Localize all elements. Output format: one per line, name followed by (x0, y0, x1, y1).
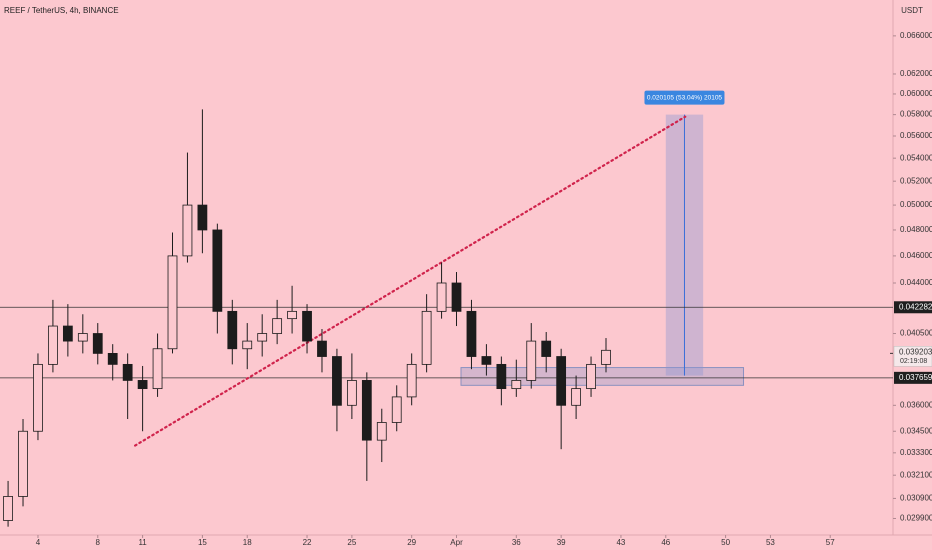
x-tick-label: 18 (243, 538, 252, 547)
candle-body (451, 282, 462, 312)
candle-body (3, 496, 13, 521)
candle-body (571, 388, 581, 406)
y-tick-label: 0.052000 (900, 176, 932, 185)
measure-label-box (644, 90, 725, 105)
candle-body (391, 396, 402, 423)
y-tick-label: 0.066000 (900, 31, 932, 40)
candle-body (122, 363, 133, 381)
x-tick-label: 25 (347, 538, 356, 547)
level-label: 0.037659 (899, 373, 932, 382)
candle-body (182, 204, 193, 257)
candle-body (167, 255, 178, 350)
level-label-box (894, 371, 932, 384)
y-tick-label: 0.034500 (900, 426, 932, 435)
y-tick-label: 0.048000 (900, 225, 932, 234)
candle-body (302, 310, 312, 342)
y-tick-label: 0.036000 (900, 400, 932, 409)
candle-body (376, 422, 387, 441)
y-tick-label: 0.050000 (900, 200, 932, 209)
candle-body (361, 380, 372, 441)
y-tick-label: 0.046000 (900, 251, 932, 260)
y-tick-label: 0.029900 (900, 514, 932, 523)
candle-body (92, 333, 103, 354)
x-tick-label: 39 (557, 538, 566, 547)
candle-body (601, 349, 611, 365)
candle-body (137, 380, 148, 390)
candle-body (346, 380, 357, 406)
x-tick-label: 50 (721, 538, 730, 547)
candle-body (526, 340, 537, 381)
candle-body (242, 340, 253, 350)
y-tick-label: 0.030900 (900, 494, 932, 503)
candle-body (33, 363, 43, 432)
x-tick-label: 8 (96, 538, 101, 547)
candle-body (436, 282, 447, 312)
candle-body (556, 356, 567, 406)
y-tick-label: 0.058000 (900, 110, 932, 119)
y-tick-label: 0.033300 (900, 448, 932, 457)
candle-body (511, 380, 522, 390)
level-label-box (894, 301, 932, 314)
candle-body (257, 333, 268, 342)
candle-body (18, 430, 28, 497)
countdown-label: 02:19:08 (900, 358, 927, 365)
x-tick-label: 46 (661, 538, 670, 547)
y-tick-label: 0.060000 (900, 89, 932, 98)
y-tick-label: 0.044000 (900, 278, 932, 287)
candle-body (481, 356, 492, 365)
y-tick-label: 0.032100 (900, 470, 932, 479)
last-price-box (893, 346, 932, 367)
y-tick-label: 0.040500 (900, 329, 932, 338)
measure-label: 0.020105 (53.04%) 20105 (647, 94, 723, 101)
candle-body (287, 310, 297, 320)
candle-body (152, 348, 163, 390)
candle-body (197, 204, 208, 231)
y-tick-label: 0.054000 (900, 153, 932, 162)
candle-body (466, 310, 477, 357)
candle-body (107, 353, 118, 365)
candle-body (586, 363, 596, 390)
candle-body (62, 325, 73, 342)
x-tick-label: 36 (512, 538, 521, 547)
x-tick-label: 11 (138, 538, 147, 547)
candle-body (48, 325, 58, 365)
last-price-label: 0.039203 (899, 347, 932, 356)
y-tick-label: 0.062000 (900, 69, 932, 78)
candle-body (496, 363, 507, 390)
x-tick-label: 43 (616, 538, 625, 547)
x-tick-label: 22 (303, 538, 312, 547)
y-axis-label: USDT (901, 6, 923, 15)
chart-title: REEF / TetherUS, 4h, BINANCE (4, 6, 119, 15)
candle-body (212, 229, 223, 312)
level-label: 0.042282 (899, 302, 932, 311)
candle-body (421, 310, 432, 365)
candle-body (317, 340, 327, 357)
x-tick-label: 4 (36, 538, 41, 547)
x-tick-label: 29 (407, 538, 416, 547)
candle-body (227, 310, 238, 350)
x-tick-label: Apr (450, 538, 463, 547)
candle-body (406, 363, 417, 398)
candle-body (77, 333, 88, 342)
x-tick-label: 53 (766, 538, 775, 547)
x-tick-label: 57 (826, 538, 835, 547)
y-tick-label: 0.056000 (900, 131, 932, 140)
candle-body (541, 340, 552, 357)
candle-body (332, 356, 342, 406)
x-tick-label: 15 (198, 538, 207, 547)
candle-body (272, 318, 283, 334)
trendline (134, 115, 687, 447)
